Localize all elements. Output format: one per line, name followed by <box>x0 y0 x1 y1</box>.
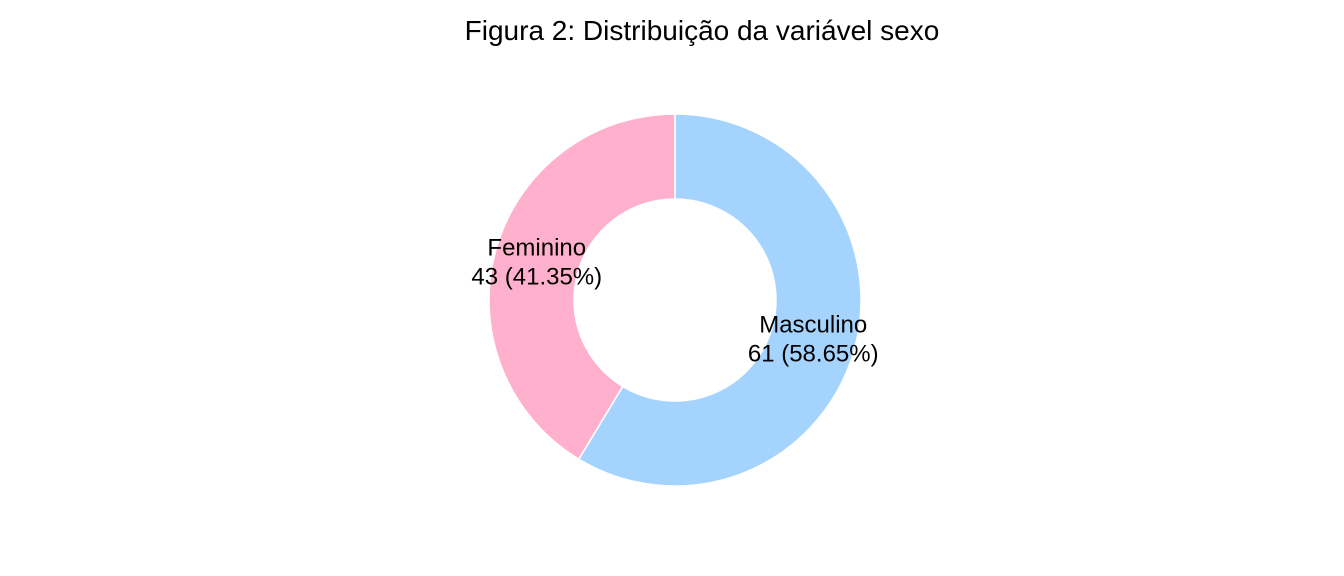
slice-value-feminino: 43 (41.35%) <box>471 263 602 290</box>
slice-label-masculino: Masculino <box>759 312 867 339</box>
slice-masculino <box>577 113 862 487</box>
slice-feminino <box>488 113 676 461</box>
donut-slices <box>488 113 862 487</box>
slice-label-feminino: Feminino <box>487 234 586 261</box>
chart-title: Figura 2: Distribuição da variável sexo <box>465 15 940 46</box>
slice-value-masculino: 61 (58.65%) <box>748 341 879 368</box>
